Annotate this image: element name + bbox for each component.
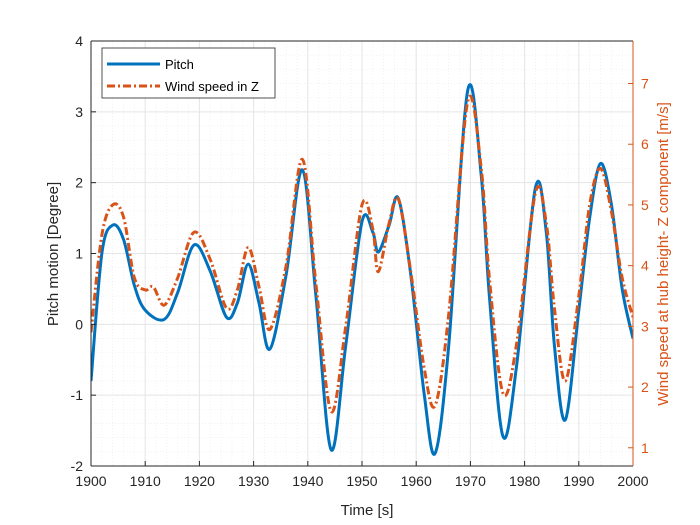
legend-wind-label: Wind speed in Z xyxy=(165,79,259,94)
legend: Pitch Wind speed in Z xyxy=(101,47,276,99)
wind-series-line xyxy=(91,94,633,414)
y-right-axis-label: Wind speed at hub height- Z component [m… xyxy=(655,102,672,406)
x-tick-label: 1900 xyxy=(75,473,106,489)
y-left-tick-labels: -2 -1 0 1 2 3 4 xyxy=(71,33,84,474)
y-right-tick-label: 6 xyxy=(641,136,649,152)
y-left-tick-label: -1 xyxy=(71,387,84,403)
x-axis-label: Time [s] xyxy=(341,502,394,519)
y-left-tick-label: -2 xyxy=(71,458,84,474)
y-left-tick-label: 4 xyxy=(75,33,83,49)
series-layer xyxy=(91,83,633,456)
legend-box xyxy=(101,47,276,99)
x-tick-label: 1940 xyxy=(292,473,323,489)
legend-pitch-label: Pitch xyxy=(165,57,194,72)
x-tick-labels: 1900 1910 1920 1930 1940 1950 1960 1970 1980 1990… xyxy=(75,473,648,489)
axes-layer xyxy=(90,40,634,467)
y-right-tick-label: 3 xyxy=(641,318,649,334)
x-tick-label: 1930 xyxy=(238,473,269,489)
y-left-tick-label: 0 xyxy=(75,316,83,332)
x-tick-label: 2000 xyxy=(617,473,648,489)
y-right-tick-label: 5 xyxy=(641,197,649,213)
x-tick-label: 1970 xyxy=(455,473,486,489)
x-tick-label: 1950 xyxy=(346,473,377,489)
y-right-tick-label: 2 xyxy=(641,379,649,395)
x-tick-label: 1910 xyxy=(130,473,161,489)
x-tick-label: 1980 xyxy=(509,473,540,489)
y-right-tick-label: 4 xyxy=(641,258,649,274)
y-left-tick-label: 1 xyxy=(75,246,83,262)
x-tick-label: 1920 xyxy=(184,473,215,489)
y-right-tick-labels: 1 2 3 4 5 6 7 xyxy=(641,76,649,456)
y-left-axis-label: Pitch motion [Degree] xyxy=(45,182,62,326)
y-left-tick-label: 2 xyxy=(75,175,83,191)
x-tick-label: 1990 xyxy=(563,473,594,489)
y-left-tick-label: 3 xyxy=(75,104,83,120)
y-right-tick-label: 7 xyxy=(641,76,649,92)
x-tick-label: 1960 xyxy=(401,473,432,489)
y-right-tick-label: 1 xyxy=(641,440,649,456)
